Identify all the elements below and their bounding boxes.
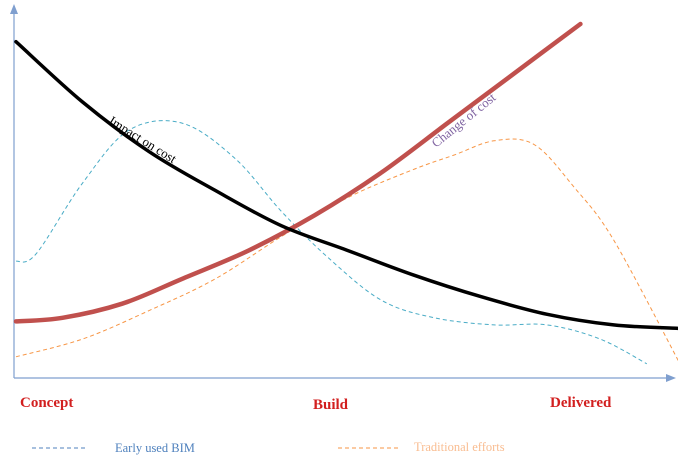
series-group <box>13 21 678 365</box>
category-label-build: Build <box>313 397 349 413</box>
legend-label-early-used-bim: Early used BIM <box>115 441 195 455</box>
change-of-cost-label: Change of cost <box>428 89 498 150</box>
series-change-of-cost <box>13 21 583 324</box>
x-axis-arrow <box>666 374 676 382</box>
series-traditional-efforts <box>15 138 678 362</box>
legend: Early used BIM Traditional efforts <box>32 440 505 455</box>
y-axis-arrow <box>10 4 18 14</box>
series-impact-on-cost <box>14 39 678 331</box>
category-label-delivered: Delivered <box>550 395 612 411</box>
axes <box>10 4 676 382</box>
series-early-used-bim <box>15 120 648 365</box>
category-label-concept: Concept <box>20 395 73 411</box>
legend-label-traditional-efforts: Traditional efforts <box>414 440 505 454</box>
